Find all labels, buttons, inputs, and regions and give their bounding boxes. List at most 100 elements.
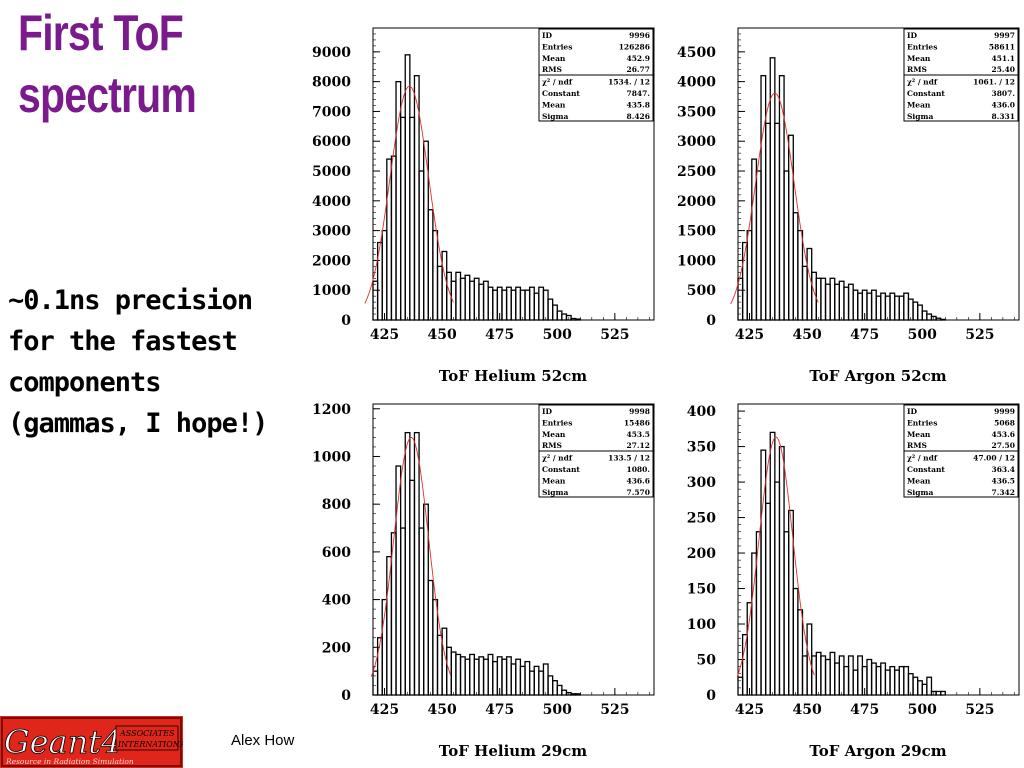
y-tick-label: 9000	[312, 45, 351, 61]
histogram-bin	[774, 481, 781, 696]
histogram-bin	[884, 669, 891, 696]
x-tick-label: 475	[850, 327, 879, 343]
logo-border	[1, 717, 182, 767]
stats-value: 5068	[994, 418, 1015, 427]
histogram-panel: 0 200 400 600 800 1000 1200 425 450 475 500 525 ID 99…	[312, 402, 655, 760]
stats-value: 26.77	[627, 65, 651, 74]
histogram-bin	[921, 683, 928, 696]
histogram-bin	[510, 289, 517, 321]
y-tick-label: 1000	[677, 253, 716, 269]
stats-key: ID	[542, 407, 553, 416]
stats-value: 58611	[989, 42, 1015, 51]
y-tick-label: 4000	[677, 75, 716, 91]
histogram-bin	[436, 634, 443, 696]
x-tick-label: 525	[600, 702, 629, 718]
y-tick-label: 250	[687, 511, 716, 527]
histogram-bin	[893, 295, 900, 321]
histogram-bin	[427, 209, 434, 321]
stats-value: 436.6	[627, 476, 651, 485]
histogram-bin	[824, 283, 831, 321]
histogram-bin	[806, 247, 813, 321]
y-tick-label: 2000	[312, 253, 351, 269]
histogram-bin	[884, 295, 891, 321]
stats-value: 436.5	[992, 476, 1016, 485]
stats-key: χ² / ndf	[542, 454, 573, 463]
histogram-bin	[547, 298, 554, 321]
gaussian-fit-curve	[736, 436, 815, 677]
stats-key: Sigma	[907, 112, 933, 121]
histogram-bin	[441, 250, 448, 321]
histogram-bin	[542, 289, 549, 321]
stats-value: 25.40	[992, 65, 1016, 74]
histogram-bin	[907, 298, 914, 321]
histogram-bin	[418, 170, 425, 321]
stats-value: 8.331	[992, 112, 1016, 121]
histogram-bin	[755, 170, 762, 321]
histogram-bin	[455, 653, 462, 696]
histogram-bin	[857, 292, 864, 321]
histogram-bin	[519, 665, 526, 696]
y-tick-label: 6000	[312, 134, 351, 150]
histogram-bin	[847, 655, 854, 696]
stats-key: Mean	[907, 54, 931, 63]
histogram-bin	[404, 54, 411, 321]
histogram-bin	[940, 318, 946, 321]
stats-key: Entries	[907, 418, 937, 427]
logo-wordmark: Geant4	[4, 723, 121, 761]
histogram-bin	[469, 653, 475, 696]
y-tick-label: 2500	[677, 164, 716, 180]
histogram-bin	[524, 660, 531, 696]
stats-key: Mean	[542, 54, 566, 63]
y-tick-label: 200	[687, 546, 716, 562]
stats-value: 436.0	[992, 100, 1016, 109]
stats-key: Mean	[907, 100, 931, 109]
stats-value: 3807.	[992, 89, 1016, 98]
x-axis-label: ToF Argon 52cm	[809, 367, 946, 385]
y-tick-label: 1000	[312, 283, 351, 299]
stats-key: RMS	[907, 441, 927, 450]
stats-value: 27.12	[627, 441, 651, 450]
y-tick-label: 4500	[677, 45, 716, 61]
stats-key: Mean	[907, 430, 931, 439]
histogram-bin	[926, 676, 933, 696]
histogram-bin	[487, 286, 494, 321]
stats-value: 9997	[994, 31, 1015, 40]
histogram-bin	[542, 663, 549, 696]
histogram-bin	[778, 75, 785, 321]
stats-value: 133.5 / 12	[608, 454, 650, 463]
histogram-bin	[464, 658, 471, 696]
note-line: for the fastest	[8, 326, 238, 357]
histogram-bin	[570, 317, 577, 321]
stats-key: Mean	[542, 100, 566, 109]
stats-value: 1061. / 12	[973, 78, 1015, 87]
x-tick-label: 500	[908, 702, 937, 718]
histogram-bin	[515, 286, 522, 321]
histogram-bin	[926, 313, 933, 321]
histogram-bin	[524, 289, 531, 321]
histogram-bin	[399, 116, 406, 321]
histogram-bin	[903, 292, 910, 321]
histogram-bin	[570, 693, 577, 696]
histogram-bin	[898, 295, 905, 321]
histogram-bin	[797, 229, 804, 321]
note-line: (gammas, I hope!)	[8, 408, 268, 439]
stats-value: 453.5	[627, 430, 651, 439]
histogram-bin	[801, 265, 808, 321]
histogram-bin	[917, 304, 923, 321]
histogram-bin	[843, 286, 850, 321]
histogram-bin	[492, 289, 499, 321]
geant4-logo: Geant4 ASSOCIATES INTERNATIONAL Resource…	[0, 716, 183, 768]
x-axis-label: ToF Helium 29cm	[439, 742, 587, 760]
histogram-bin	[482, 658, 489, 696]
histogram-bin	[501, 289, 508, 321]
histogram-bin	[450, 651, 457, 696]
histogram-bin	[829, 651, 836, 696]
stats-value: 27.50	[992, 441, 1016, 450]
histogram-bin	[797, 609, 804, 696]
histogram-bin	[866, 658, 873, 696]
histogram-bin	[746, 229, 753, 321]
stats-value: 453.6	[992, 430, 1016, 439]
histogram-bin	[774, 122, 781, 321]
stats-key: Entries	[542, 418, 572, 427]
stats-key: RMS	[542, 441, 562, 450]
